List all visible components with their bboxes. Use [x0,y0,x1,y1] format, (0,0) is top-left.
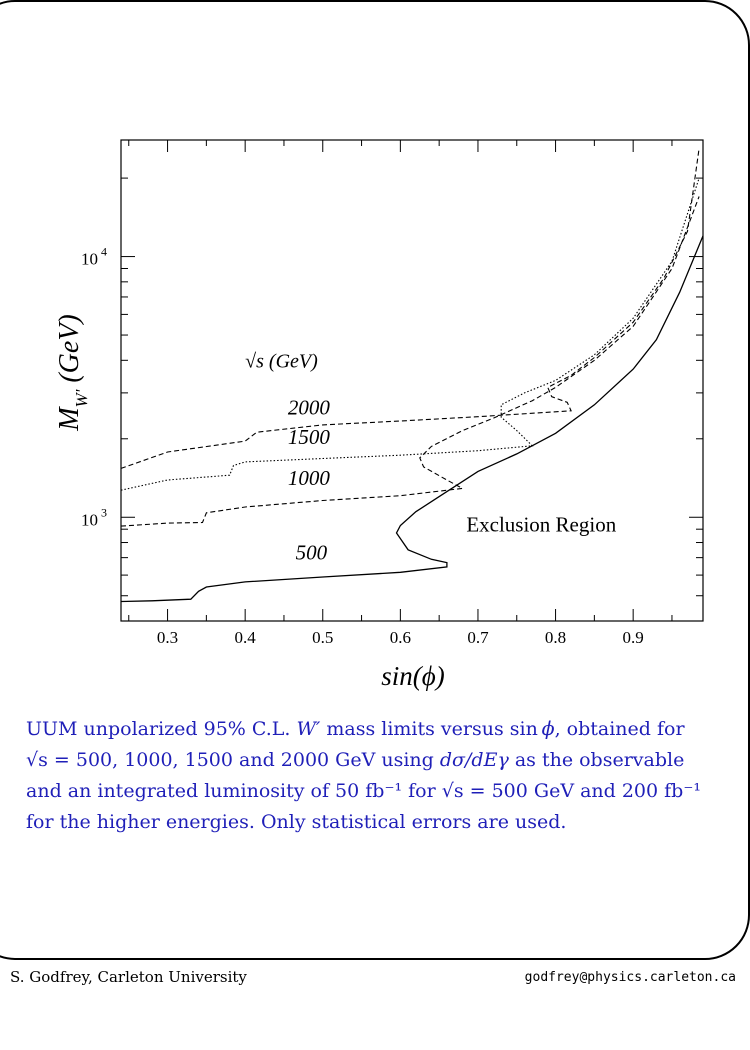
footer-author: S. Godfrey, Carleton University [10,968,247,986]
y-tick-label: 10 4 [81,245,107,269]
series-line-1000 [120,196,700,527]
x-tick-label: 0.3 [157,628,178,647]
series-line-500 [120,235,704,603]
legend-title: √s (GeV) [245,351,318,373]
x-tick-label: 0.5 [312,628,333,647]
caption-line-3: and an integrated luminosity of 50 fb⁻¹ … [26,780,701,802]
series-line-1500 [120,177,700,491]
footer-email[interactable]: godfrey@physics.carleton.ca [524,970,736,985]
caption-line-4: for the higher energies. Only statistica… [26,811,567,833]
caption-line-1: UUM unpolarized 95% C.L. W′ mass limits … [26,718,685,740]
series-label-2000: 2000 [288,395,331,419]
exclusion-region-label: Exclusion Region [466,513,616,537]
plot-frame [120,139,704,622]
x-tick-label: 0.8 [545,628,566,647]
x-axis-title: sin(ϕ) [381,661,444,691]
y-tick-label: 10 3 [81,505,107,529]
series-label-500: 500 [296,540,328,564]
x-tick-label: 0.7 [467,628,489,647]
x-tick-label: 0.4 [235,628,257,647]
series-line-2000 [120,148,700,469]
series-label-1500: 1500 [288,425,331,449]
x-tick-label: 0.6 [390,628,411,647]
series-label-1000: 1000 [288,466,331,490]
caption-line-2: √s = 500, 1000, 1500 and 2000 GeV using … [26,749,685,771]
slide-frame [0,0,750,960]
y-axis-title-text: MW' (GeV) [54,314,91,432]
mass-limit-chart: 0.3 0.4 0.5 0.6 0.7 0.8 0.9 10 3 10 4 sin(ϕ) MW' (Ge… [54,139,704,691]
y-axis-title: MW' (GeV) [54,314,91,432]
x-tick-label: 0.9 [623,628,644,647]
figure-caption: UUM unpolarized 95% C.L. W′ mass limits … [26,714,731,838]
